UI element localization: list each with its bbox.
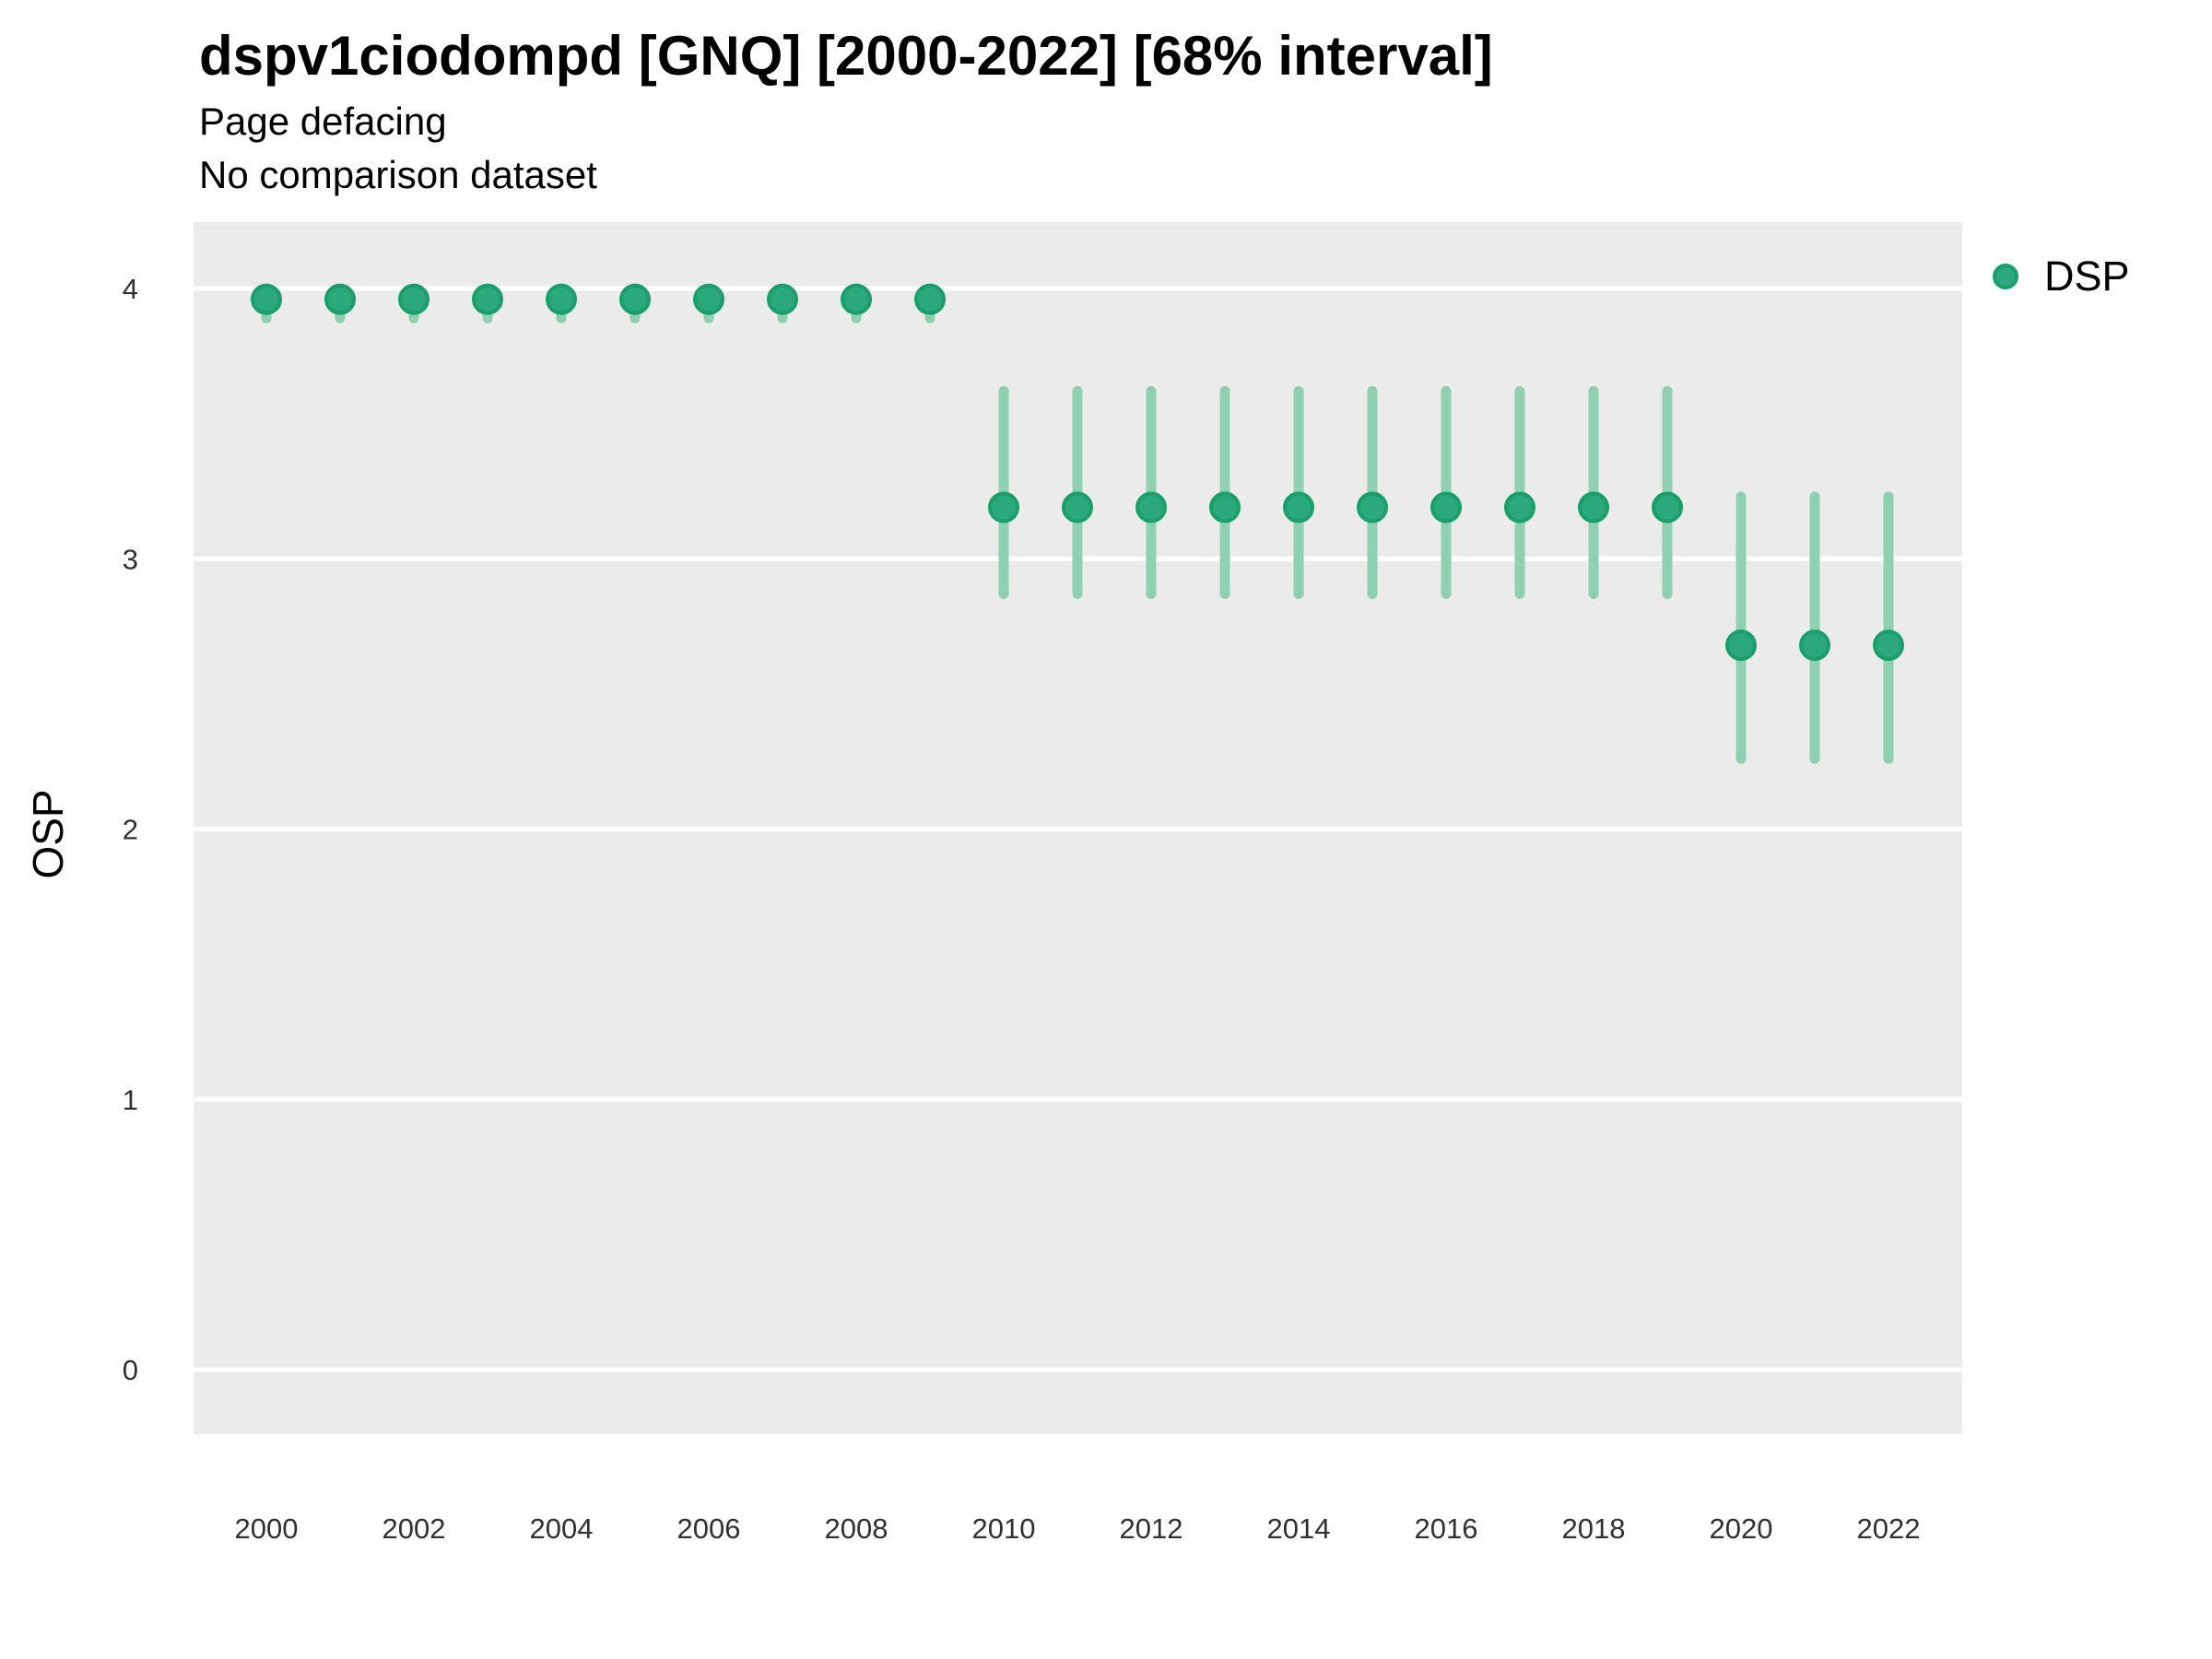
y-tick-label-0: 0	[123, 1354, 138, 1386]
data-point-2007	[767, 283, 798, 315]
legend-dsp-label: DSP	[2044, 253, 2130, 300]
data-points-group	[251, 283, 1904, 662]
y-tick-label-3: 3	[123, 543, 138, 575]
data-point-2009	[914, 283, 946, 315]
data-point-2000	[251, 283, 282, 315]
x-tick-label-2014: 2014	[1267, 1512, 1331, 1545]
data-point-2017	[1504, 491, 1535, 524]
chart-subtitle-2: No comparison dataset	[199, 153, 597, 196]
data-point-2015	[1357, 491, 1388, 524]
data-point-2001	[324, 283, 356, 315]
x-tick-label-2016: 2016	[1415, 1512, 1478, 1545]
x-tick-label-2002: 2002	[382, 1512, 446, 1545]
x-tick-label-2004: 2004	[530, 1512, 594, 1545]
data-point-2012	[1135, 491, 1167, 524]
legend-dsp-circle-icon	[1993, 264, 2018, 289]
data-point-2010	[988, 491, 1019, 524]
data-point-2013	[1209, 491, 1241, 524]
chart-title: dspv1ciodompd [GNQ] [2000-2022] [68% int…	[199, 25, 1493, 87]
data-point-2016	[1430, 491, 1462, 524]
x-tick-label-2012: 2012	[1120, 1512, 1183, 1545]
data-point-2008	[841, 283, 872, 315]
y-tick-label-4: 4	[123, 273, 138, 305]
data-point-2018	[1578, 491, 1609, 524]
x-tick-label-2000: 2000	[235, 1512, 299, 1545]
x-tick-label-2006: 2006	[677, 1512, 741, 1545]
x-tick-label-2022: 2022	[1857, 1512, 1921, 1545]
data-point-2005	[619, 283, 651, 315]
x-tick-label-2010: 2010	[972, 1512, 1036, 1545]
legend: DSP	[1993, 253, 2130, 300]
x-tick-label-2018: 2018	[1562, 1512, 1626, 1545]
data-point-2022	[1873, 629, 1904, 662]
data-point-2020	[1725, 629, 1757, 662]
data-point-2003	[472, 283, 503, 315]
data-point-2014	[1283, 491, 1314, 524]
x-tick-label-2020: 2020	[1710, 1512, 1773, 1545]
y-tick-label-2: 2	[123, 814, 138, 846]
data-point-2002	[398, 283, 429, 315]
chart-subtitle-1: Page defacing	[199, 100, 447, 143]
y-tick-label-1: 1	[123, 1084, 138, 1116]
data-point-2004	[546, 283, 577, 315]
data-point-2019	[1652, 491, 1683, 524]
data-point-2006	[693, 283, 724, 315]
data-point-2021	[1799, 629, 1830, 662]
data-point-2011	[1062, 491, 1093, 524]
x-tick-label-2008: 2008	[825, 1512, 888, 1545]
